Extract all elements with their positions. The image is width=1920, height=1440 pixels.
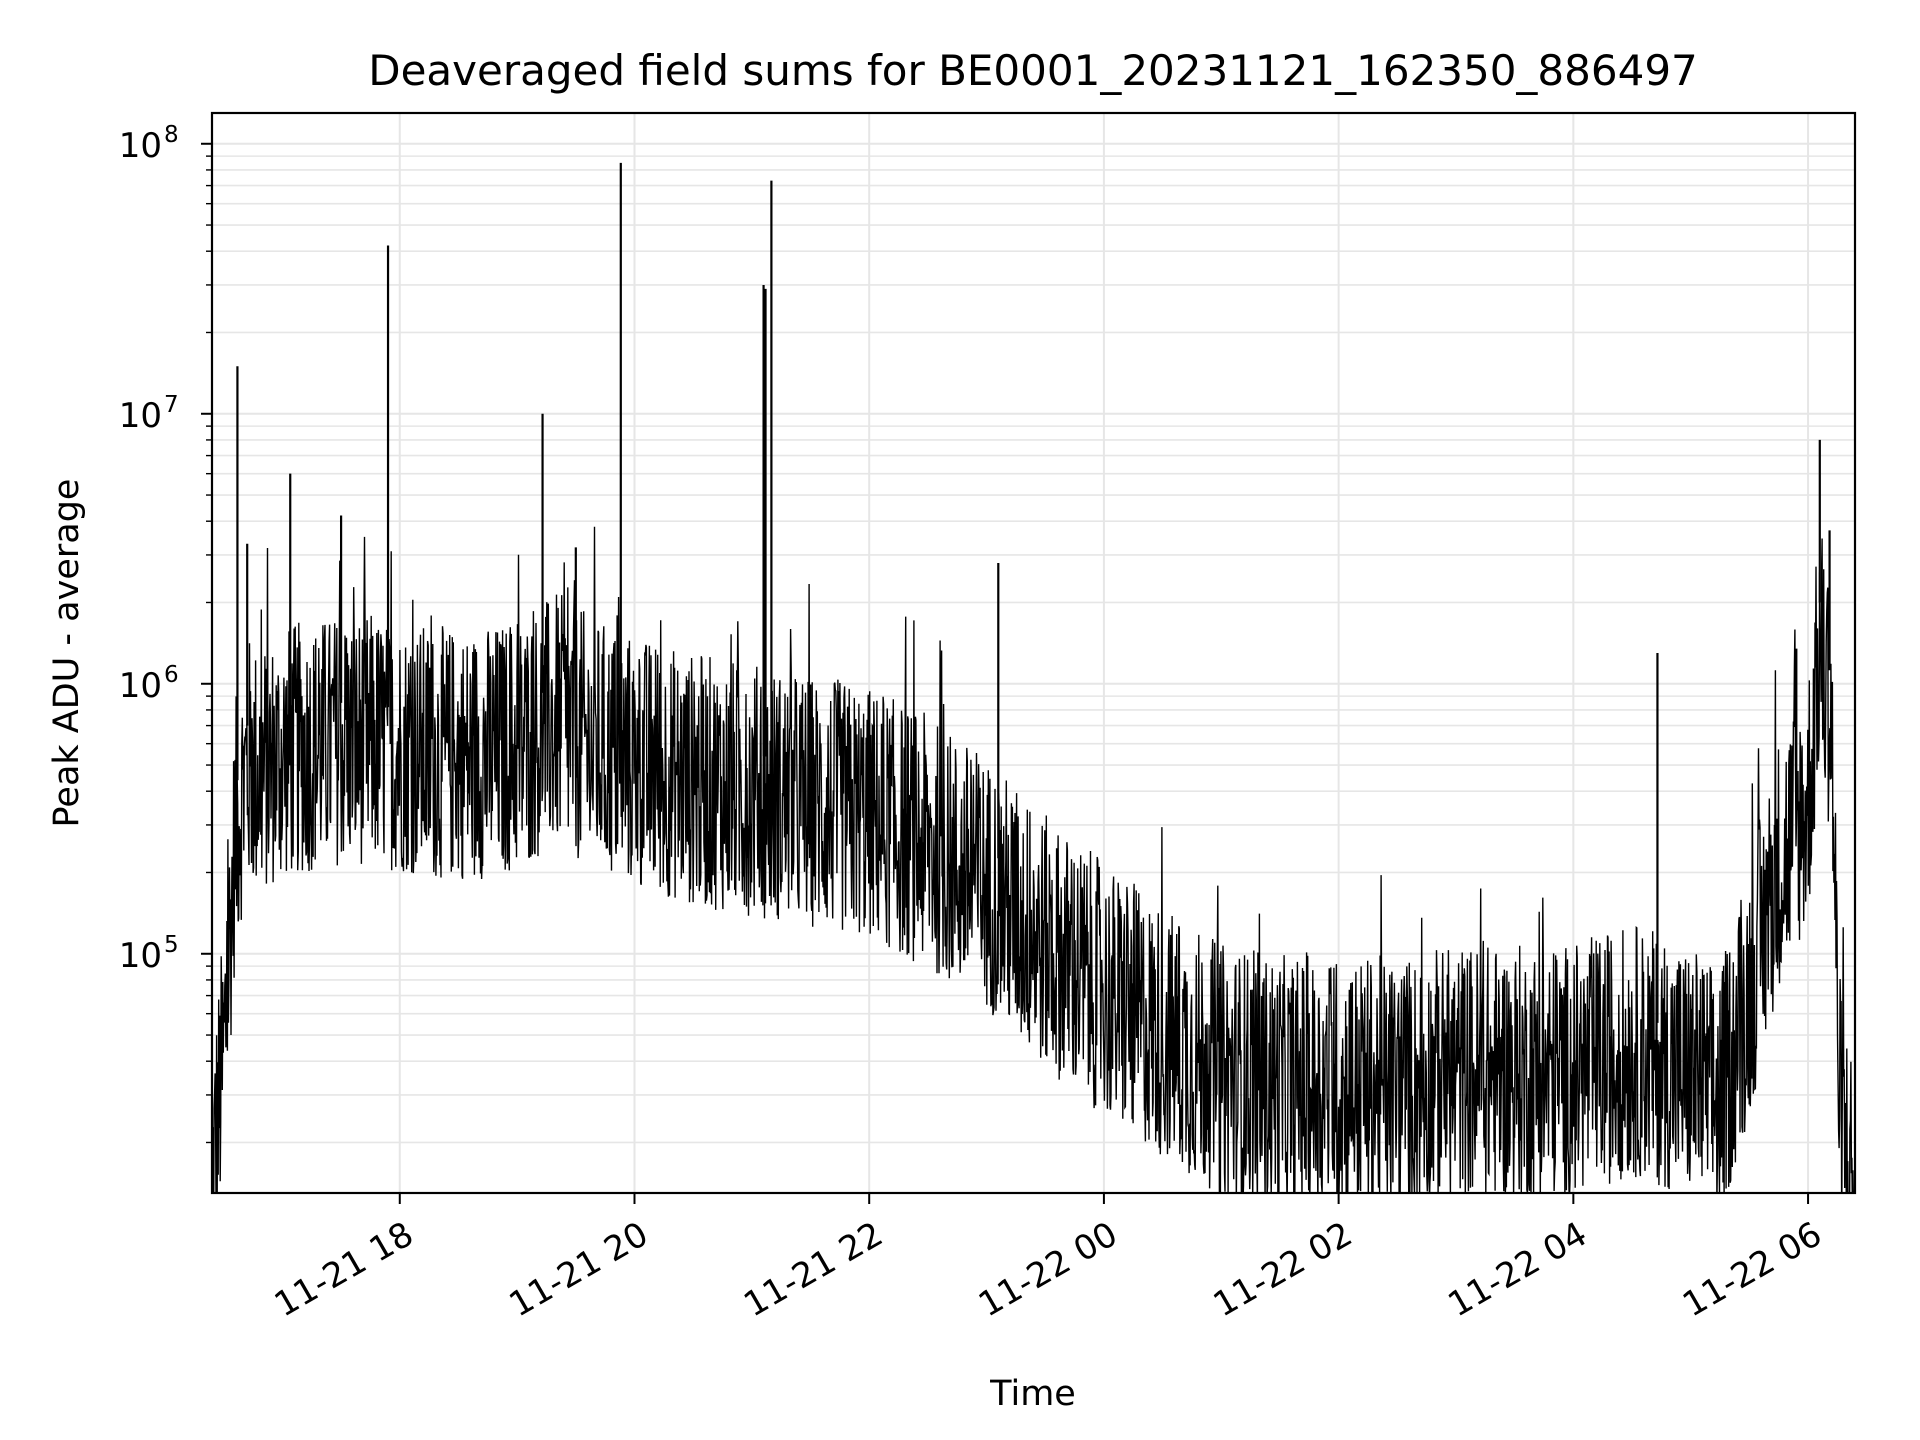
y-tick-exponent: 6: [164, 662, 179, 688]
plot-frame: [210, 111, 1857, 1195]
y-tick-exponent: 7: [164, 392, 179, 418]
chart-title: Deaveraged field sums for BE0001_2023112…: [368, 46, 1698, 95]
y-tick-label: 10: [119, 126, 162, 166]
y-tick-label: 10: [119, 396, 162, 436]
y-tick-exponent: 8: [164, 122, 179, 148]
x-axis-label: Time: [989, 1374, 1076, 1414]
y-tick-exponent: 5: [164, 932, 179, 958]
plot-data: [212, 162, 1855, 1193]
y-tick-label: 10: [119, 936, 162, 976]
y-axis-label: Peak ADU - average: [47, 479, 87, 828]
series-line: [212, 526, 1855, 1193]
y-tick-label: 10: [119, 666, 162, 706]
